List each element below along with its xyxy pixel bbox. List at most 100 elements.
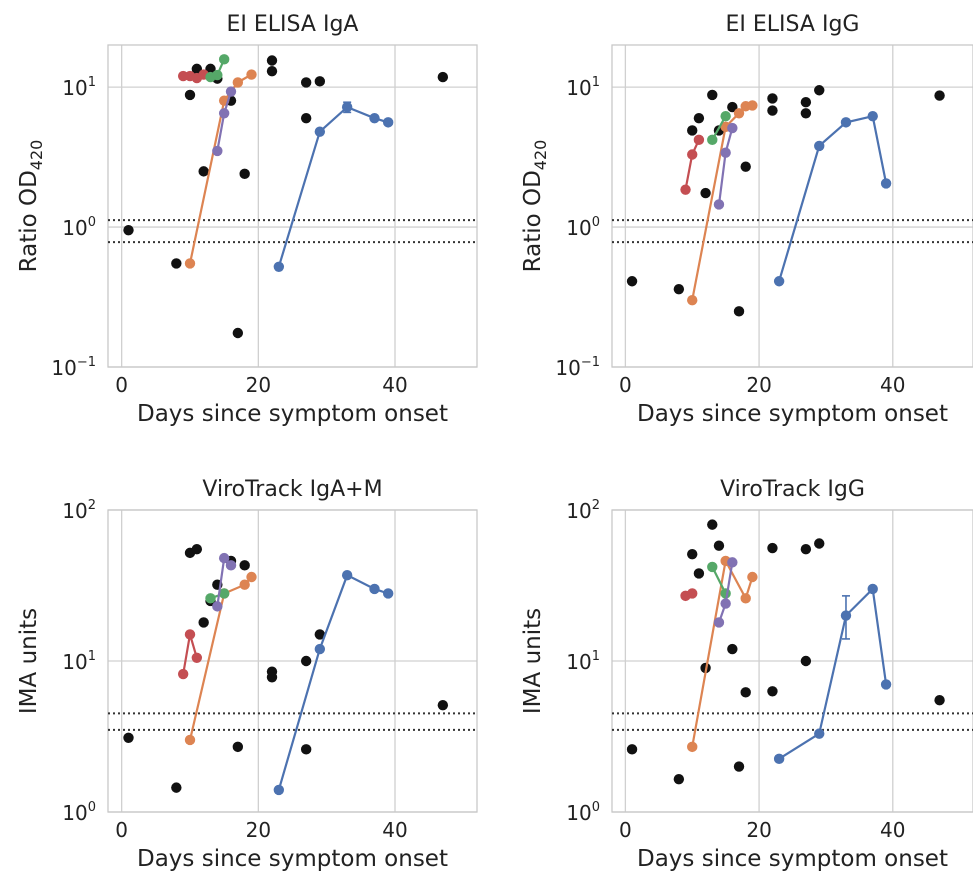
chart-panel: EI ELISA IgA 0 20 40 Days since symptom onse… [16,12,478,427]
series-point [314,643,326,655]
y-tick-exponent: 1 [88,75,96,90]
y-tick-base: 10 [62,76,87,100]
y-tick-base: 10 [555,356,580,380]
y-tick-base: 10 [62,499,87,523]
y-tick-label: 10−1 [555,355,600,380]
y-tick-base: 10 [51,356,76,380]
series-line [717,127,734,205]
data-point-single [707,89,718,101]
y-axis-label: IMA units [16,608,42,714]
y-tick-exponent: 2 [592,498,600,513]
data-point-single [123,732,134,744]
series-point [246,69,257,80]
series-point [184,258,196,269]
x-axis-label: Days since symptom onset [137,846,448,872]
chart-panel: EI ELISA IgG 0 20 40 Days since symptom onse… [520,12,973,427]
y-tick-label: 101 [566,75,600,100]
data-point-single [198,617,209,628]
y-tick-label: 10−1 [51,355,96,380]
series-point [727,122,738,134]
data-point-single [934,90,945,101]
series-point [733,108,745,119]
data-point-single [171,782,182,793]
data-point-single [626,744,638,755]
data-point-single [740,687,751,698]
series-line [277,573,389,791]
y-tick-exponent: 0 [88,800,96,815]
y-axis-label: Ratio OD420 [520,140,550,273]
series-point [713,199,725,210]
y-axis-label-main: Ratio OD [520,170,546,272]
series-point [687,295,698,306]
series-point [707,134,718,146]
data-point-single [300,112,312,124]
series-point [707,561,718,573]
data-point-single [205,63,216,75]
x-tick-label: 20 [746,818,771,842]
y-axis-label-subscript: 420 [531,140,550,171]
data-point-single [191,63,203,75]
series-point [273,261,285,273]
series-point [382,588,394,599]
data-point-single [239,560,250,571]
series-point [867,583,878,595]
data-point-single [727,101,738,113]
series-point [218,54,230,65]
y-tick-label: 100 [62,800,96,825]
y-tick-label: 102 [62,498,96,523]
data-point-single [626,276,638,287]
series-point [218,552,230,564]
series-point [273,784,285,796]
plot-frame [107,44,478,368]
series-line [778,114,888,282]
y-axis-label-main: Ratio OD [16,170,42,272]
data-point-single [687,548,698,560]
data-point-single [171,258,182,269]
series-point [225,86,237,97]
series-point [747,100,758,111]
y-tick-label: 100 [566,215,600,240]
series-point [177,668,189,680]
chart-title: EI ELISA IgG [726,12,860,37]
data-point-single [693,568,705,579]
y-tick-exponent: 0 [592,800,600,815]
series-point [212,145,223,157]
y-axis-label-main: IMA units [16,608,42,714]
x-tick-label: 0 [619,818,632,842]
data-point-single [733,761,745,772]
y-tick-label: 100 [566,800,600,825]
y-tick-exponent: 0 [88,215,96,230]
data-point-single [800,655,812,667]
data-point-single [314,629,326,640]
data-point-single [814,85,825,96]
series-point [713,617,725,628]
series-point [880,178,892,189]
y-tick-exponent: 1 [88,649,96,664]
y-tick-label: 101 [566,649,600,674]
series-point [814,140,825,152]
y-axis-label: IMA units [520,608,546,714]
y-axis-label-main: IMA units [520,608,546,714]
series-point [840,117,852,128]
y-tick-label: 101 [62,649,96,674]
data-point-single [733,306,745,317]
series-point [184,734,196,746]
series-point [191,652,203,664]
x-tick-label: 0 [115,373,128,397]
data-point-single [687,125,698,136]
data-point-single [740,161,751,172]
y-tick-exponent: 0 [592,215,600,230]
data-point-single [266,65,278,77]
y-tick-base: 10 [566,650,591,674]
data-point-single [800,97,812,108]
y-tick-exponent: −1 [77,355,96,370]
x-tick-label: 40 [880,373,905,397]
data-point-single [707,519,718,530]
data-point-single [673,283,685,295]
data-point-single [767,93,778,104]
series-point [218,108,230,119]
series-point [867,110,878,122]
series-point [814,728,825,739]
chart-title: ViroTrack IgA+M [202,477,382,502]
